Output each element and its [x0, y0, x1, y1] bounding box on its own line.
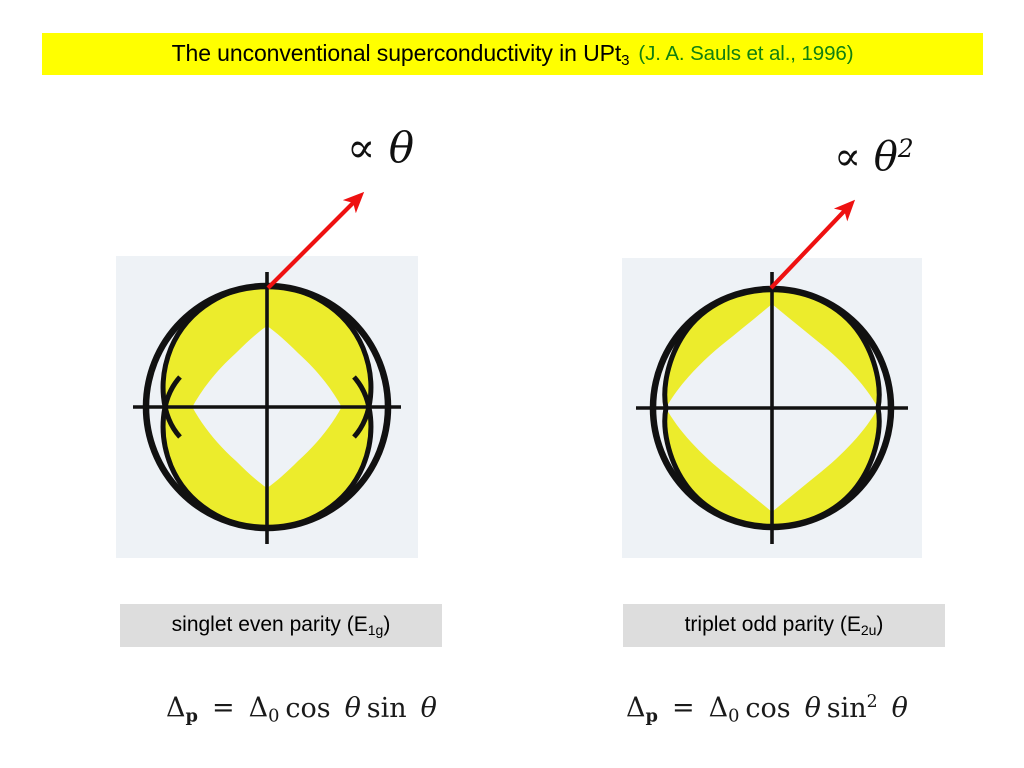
caption-prefix-triplet: triplet odd parity (E: [684, 613, 861, 636]
sin-operator-left: sin: [366, 692, 407, 724]
cos-theta-right: θ: [804, 692, 821, 724]
delta-subscript-p-right: p: [645, 705, 658, 727]
caption-triplet-odd-parity: triplet odd parity (E2u): [623, 604, 945, 647]
delta-symbol-right: Δ: [626, 692, 646, 724]
page-title: The unconventional superconductivity in …: [172, 40, 630, 69]
caption-suffix-triplet: ): [876, 613, 884, 636]
delta-subscript-zero-right: 0: [728, 705, 740, 727]
delta-zero-symbol-right: Δ: [708, 692, 729, 724]
formula-triplet-gap: Δp = Δ0 cos θ sin2 θ: [626, 692, 908, 727]
caption-subscript-triplet: 2u: [860, 622, 877, 638]
cos-operator-right: cos: [745, 692, 791, 724]
sin-theta-right: θ: [891, 692, 908, 724]
title-citation: (J. A. Sauls et al., 1996): [638, 42, 854, 65]
title-main-text: The unconventional superconductivity in …: [171, 39, 622, 66]
proportional-symbol-left: ∝: [347, 123, 376, 172]
gap-lobes-triplet: [664, 289, 880, 527]
theta-symbol-right: θ: [873, 134, 898, 180]
gap-plot-triplet-e2u: [622, 258, 922, 558]
equals-sign-right: =: [671, 692, 695, 724]
caption-text-singlet: singlet even parity (E1g): [172, 613, 391, 638]
cos-theta-left: θ: [344, 692, 361, 724]
theta-exponent-right: 2: [897, 134, 914, 164]
caption-text-triplet: triplet odd parity (E2u): [685, 613, 884, 638]
gap-plot-singlet-e1g: [116, 256, 418, 558]
sin-exponent-right: 2: [866, 692, 878, 712]
sin-theta-left: θ: [420, 692, 437, 724]
theta-symbol-left: θ: [388, 123, 415, 172]
sin-operator-right: sin: [826, 692, 867, 724]
formula-singlet-gap: Δp = Δ0 cos θ sin θ: [166, 692, 437, 727]
delta-subscript-p-left: p: [185, 705, 198, 727]
proportional-symbol-right: ∝: [834, 134, 862, 180]
caption-subscript-singlet: 1g: [367, 622, 384, 638]
delta-symbol-left: Δ: [166, 692, 186, 724]
equals-sign-left: =: [211, 692, 235, 724]
annotation-proportional-theta-squared: ∝ θ2: [834, 134, 914, 180]
caption-singlet-even-parity: singlet even parity (E1g): [120, 604, 442, 647]
delta-zero-symbol-left: Δ: [248, 692, 269, 724]
delta-subscript-zero-left: 0: [268, 705, 280, 727]
annotation-proportional-theta: ∝ θ: [347, 123, 414, 172]
caption-prefix-singlet: singlet even parity (E: [171, 613, 368, 636]
title-subscript: 3: [621, 51, 630, 69]
title-banner: The unconventional superconductivity in …: [42, 33, 983, 75]
caption-suffix-singlet: ): [383, 613, 391, 636]
cos-operator-left: cos: [285, 692, 331, 724]
gap-lobes-singlet: [163, 286, 371, 528]
